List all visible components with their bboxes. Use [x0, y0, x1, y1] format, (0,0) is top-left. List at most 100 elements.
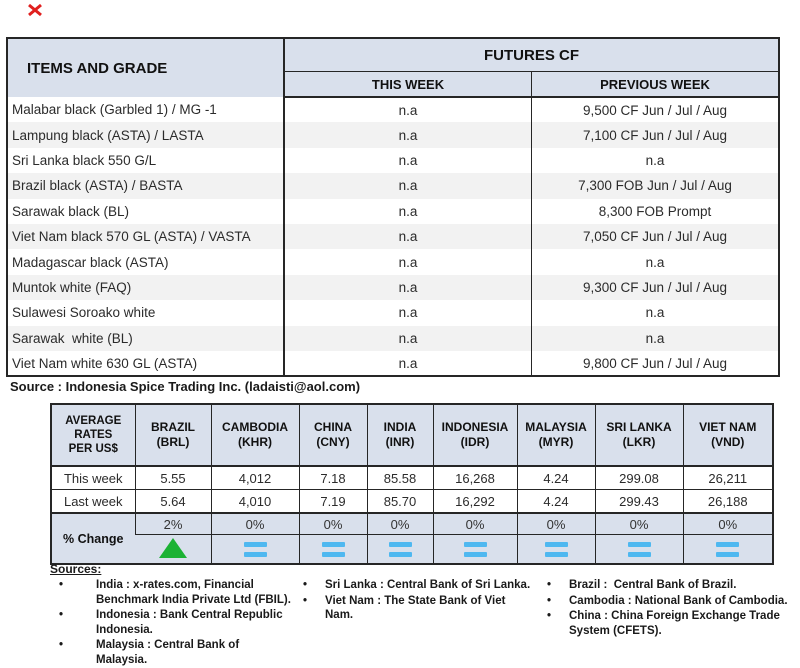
pct-cell: 0%	[682, 513, 773, 535]
rate-cell: 7.19	[298, 489, 367, 514]
rate-cell: 4.24	[516, 466, 595, 490]
source-item: Viet Nam : The State Bank of Viet Nam.	[298, 594, 536, 623]
country-name: CHINA	[314, 420, 352, 434]
rates-header-row: AVERAGE RATES PER US$ BRAZIL (BRL) CAMBOD…	[51, 404, 773, 467]
previous-week-value: n.a	[645, 152, 665, 168]
trend-cell	[210, 534, 299, 564]
this-week-value: n.a	[284, 325, 532, 351]
corner-line: PER US$	[68, 443, 118, 455]
column-header-indonesia: INDONESIA (IDR)	[432, 404, 517, 467]
items-and-grade-header: ITEMS AND GRADE	[7, 38, 285, 97]
column-header-india: INDIA (INR)	[366, 404, 433, 467]
source-item: China : China Foreign Exchange Trade Sys…	[542, 609, 792, 638]
futures-header-row: ITEMS AND GRADE FUTURES CF	[7, 38, 779, 97]
item-name: Brazil black (ASTA) / BASTA	[7, 173, 285, 199]
rate-cell: 4,010	[210, 489, 299, 514]
red-x-icon	[27, 3, 43, 17]
trend-up-icon	[158, 538, 187, 558]
table-row: Viet Nam white 630 GL (ASTA) n.a 9,800 CF …	[7, 350, 779, 377]
source-item: Indonesia : Bank Central Republic Indone…	[50, 608, 292, 637]
previous-week-value: n.a	[645, 330, 665, 346]
futures-table: ITEMS AND GRADE FUTURES CF THIS WEEK PRE…	[6, 37, 780, 378]
currency-code: (IDR)	[460, 435, 490, 449]
currency-code: (INR)	[385, 435, 415, 449]
previous-week-value: 8,300 FOB Prompt	[598, 203, 712, 219]
item-name: Viet Nam black 570 GL (ASTA) / VASTA	[7, 223, 285, 250]
pct-cell: 2%	[134, 513, 211, 535]
rate-cell: 4,012	[210, 466, 299, 490]
rate-cell: 85.58	[366, 466, 433, 490]
item-name: Lampung black (ASTA) / LASTA	[7, 122, 285, 148]
pct-cell: 0%	[516, 513, 595, 535]
sources-column-3: Brazil : Central Bank of Brazil. Cambodi…	[542, 578, 792, 639]
country-name: INDONESIA	[441, 420, 509, 434]
rate-cell: 16,268	[432, 466, 517, 490]
last-week-row: Last week 5.64 4,010 7.19 85.70 16,292 4…	[51, 489, 773, 514]
pct-cell: 0%	[298, 513, 367, 535]
equals-icon	[388, 541, 412, 557]
table-row: Sarawak black (BL) n.a 8,300 FOB Prompt	[7, 198, 779, 224]
previous-week-header: PREVIOUS WEEK	[531, 71, 779, 98]
rate-cell: 85.70	[366, 489, 433, 514]
table-row: Malabar black (Garbled 1) / MG -1 n.a 9,50…	[7, 97, 779, 123]
sources-title: Sources:	[50, 562, 102, 576]
row-label: This week	[51, 466, 135, 490]
column-header-brazil: BRAZIL (BRL)	[134, 404, 211, 467]
source-item: Malaysia : Central Bank of Malaysia.	[50, 638, 292, 667]
trend-cell	[432, 534, 517, 564]
trend-icons-row	[51, 534, 773, 564]
trend-cell	[298, 534, 367, 564]
futures-cf-header: FUTURES CF	[284, 38, 779, 72]
this-week-value: n.a	[284, 173, 532, 199]
equals-icon	[716, 541, 740, 557]
country-name: CAMBODIA	[222, 420, 288, 434]
this-week-row: This week 5.55 4,012 7.18 85.58 16,268 4…	[51, 466, 773, 490]
rate-cell: 299.08	[594, 466, 683, 490]
this-week-value: n.a	[284, 274, 532, 301]
previous-week-value: 7,300 FOB Jun / Jul / Aug	[578, 178, 732, 194]
country-name: MALAYSIA	[525, 420, 587, 434]
currency-code: (KHR)	[238, 435, 272, 449]
table-row: Sarawak white (BL) n.a n.a	[7, 325, 779, 351]
country-name: SRI LANKA	[606, 420, 672, 434]
this-week-value: n.a	[284, 97, 532, 123]
rate-cell: 26,211	[682, 466, 773, 490]
row-label: Last week	[51, 489, 135, 514]
equals-icon	[544, 541, 568, 557]
column-header-china: CHINA (CNY)	[298, 404, 367, 467]
country-name: BRAZIL	[151, 420, 195, 434]
pct-cell: 0%	[432, 513, 517, 535]
previous-week-value: 7,050 CF Jun / Jul / Aug	[582, 229, 728, 245]
rate-cell: 16,292	[432, 489, 517, 514]
currency-code: (CNY)	[316, 435, 350, 449]
rate-cell: 299.43	[594, 489, 683, 514]
source-note: Source : Indonesia Spice Trading Inc. (l…	[10, 379, 361, 394]
item-name: Viet Nam white 630 GL (ASTA)	[7, 350, 285, 377]
corner-line: AVERAGE	[65, 415, 122, 427]
trend-cell	[594, 534, 683, 564]
previous-week-value: 9,800 CF Jun / Jul / Aug	[582, 355, 728, 371]
item-name: Malabar black (Garbled 1) / MG -1	[7, 97, 285, 123]
table-row: Sulawesi Soroako white n.a n.a	[7, 300, 779, 326]
item-name: Sulawesi Soroako white	[7, 300, 285, 326]
previous-week-value: n.a	[645, 305, 665, 321]
rates-table: AVERAGE RATES PER US$ BRAZIL (BRL) CAMBOD…	[50, 403, 774, 565]
this-week-value: n.a	[284, 147, 532, 174]
pct-change-label: % Change	[51, 513, 135, 564]
rate-cell: 5.64	[134, 489, 211, 514]
item-name: Sri Lanka black 550 G/L	[7, 147, 285, 174]
equals-icon	[243, 541, 267, 557]
currency-code: (VND)	[711, 435, 745, 449]
table-row: Madagascar black (ASTA) n.a n.a	[7, 249, 779, 275]
column-header-cambodia: CAMBODIA (KHR)	[210, 404, 299, 467]
pct-cell: 0%	[210, 513, 299, 535]
rate-cell: 5.55	[134, 466, 211, 490]
pct-cell: 0%	[366, 513, 433, 535]
currency-code: (LKR)	[622, 435, 656, 449]
sources-column-1: India : x-rates.com, Financial Benchmark…	[50, 578, 292, 668]
trend-cell	[366, 534, 433, 564]
rate-cell: 26,188	[682, 489, 773, 514]
column-header-sri-lanka: SRI LANKA (LKR)	[594, 404, 683, 467]
table-row: Viet Nam black 570 GL (ASTA) / VASTA n.a 7…	[7, 223, 779, 250]
average-rates-header: AVERAGE RATES PER US$	[51, 404, 135, 467]
